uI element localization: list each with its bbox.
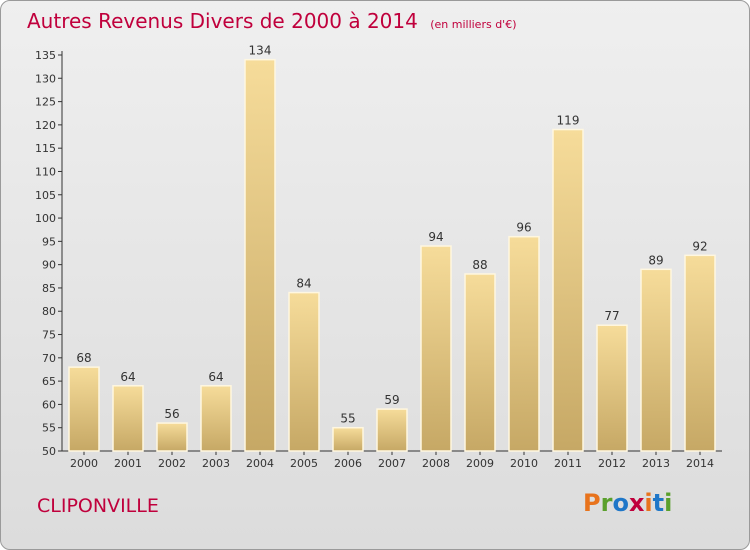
y-tick-label: 135 [35, 49, 56, 62]
logo-letter: x [628, 489, 645, 517]
logo-letter: r [600, 489, 613, 517]
data-label: 55 [340, 412, 355, 426]
town-name: CLIPONVILLE [37, 495, 159, 517]
y-axis: 50 55 60 65 70 75 80 85 90 95 100 105 110 115 120 125 13… [35, 49, 63, 458]
data-label: 59 [384, 393, 399, 407]
bar-2006 [332, 426, 364, 452]
logo-letter: o [612, 489, 629, 517]
data-label: 134 [249, 44, 272, 58]
bar-2002 [156, 422, 188, 452]
bar-2014 [684, 254, 716, 452]
x-tick-label: 2001 [114, 457, 142, 470]
y-tick-label: 60 [42, 398, 56, 411]
y-tick-label: 100 [35, 212, 56, 225]
bar-2008 [420, 245, 452, 452]
logo-letter: t [652, 489, 665, 517]
bars-group [68, 58, 716, 452]
y-tick-label: 115 [35, 142, 56, 155]
proxiti-logo[interactable]: Proxiti [583, 489, 672, 517]
y-tick-label: 80 [42, 305, 56, 318]
bar-2007 [376, 408, 408, 452]
chart-unit: (en milliers d'€) [430, 18, 517, 31]
y-tick-label: 110 [35, 165, 56, 178]
chart-title-text: Autres Revenus Divers de 2000 à 2014 [27, 9, 418, 33]
y-tick-label: 125 [35, 96, 56, 109]
bar-2005 [288, 291, 320, 452]
x-tick-label: 2013 [642, 457, 670, 470]
y-tick-label: 55 [42, 422, 56, 435]
data-label: 94 [428, 230, 443, 244]
x-tick-label: 2014 [686, 457, 714, 470]
bar-2010 [508, 235, 540, 452]
y-tick-label: 50 [42, 445, 56, 458]
y-tick-label: 105 [35, 189, 56, 202]
x-tick-label: 2006 [334, 457, 362, 470]
logo-letter: P [583, 489, 601, 517]
data-label: 77 [604, 309, 619, 323]
bar-2011 [552, 128, 584, 452]
data-label: 92 [692, 239, 707, 253]
y-tick-label: 120 [35, 119, 56, 132]
data-label: 88 [472, 258, 487, 272]
data-label: 64 [120, 370, 135, 384]
data-label: 89 [648, 253, 663, 267]
y-tick-label: 95 [42, 235, 56, 248]
data-label: 56 [164, 407, 179, 421]
y-tick-label: 90 [42, 259, 56, 272]
y-tick-label: 65 [42, 375, 56, 388]
y-tick-label: 75 [42, 329, 56, 342]
bar-2003 [200, 385, 232, 452]
chart-title: Autres Revenus Divers de 2000 à 2014 (en… [27, 9, 517, 33]
x-tick-label: 2009 [466, 457, 494, 470]
data-label: 84 [296, 277, 311, 291]
bar-2009 [464, 273, 496, 452]
x-tick-label: 2005 [290, 457, 318, 470]
bar-2001 [112, 385, 144, 452]
y-tick-label: 130 [35, 72, 56, 85]
bar-2012 [596, 324, 628, 452]
x-tick-label: 2007 [378, 457, 406, 470]
x-tick-label: 2012 [598, 457, 626, 470]
x-tick-label: 2004 [246, 457, 274, 470]
x-tick-label: 2008 [422, 457, 450, 470]
data-label: 64 [208, 370, 223, 384]
data-label: 119 [557, 114, 580, 128]
bar-2004 [244, 58, 276, 452]
y-tick-label: 70 [42, 352, 56, 365]
x-tick-label: 2003 [202, 457, 230, 470]
x-tick-label: 2002 [158, 457, 186, 470]
bar-2013 [640, 268, 672, 452]
x-axis: 2000 2001 2002 2003 2004 2005 2006 2007 2008 2009… [62, 450, 722, 470]
data-labels-group: 68 64 56 64 134 84 55 59 94 88 96 119 77 89 92 [76, 44, 707, 426]
x-tick-label: 2011 [554, 457, 582, 470]
y-tick-label: 85 [42, 282, 56, 295]
logo-letter: i [644, 489, 653, 517]
data-label: 96 [516, 221, 531, 235]
logo-letter: i [664, 489, 673, 517]
x-tick-label: 2000 [70, 457, 98, 470]
data-label: 68 [76, 351, 91, 365]
x-tick-label: 2010 [510, 457, 538, 470]
bar-2000 [68, 366, 100, 452]
